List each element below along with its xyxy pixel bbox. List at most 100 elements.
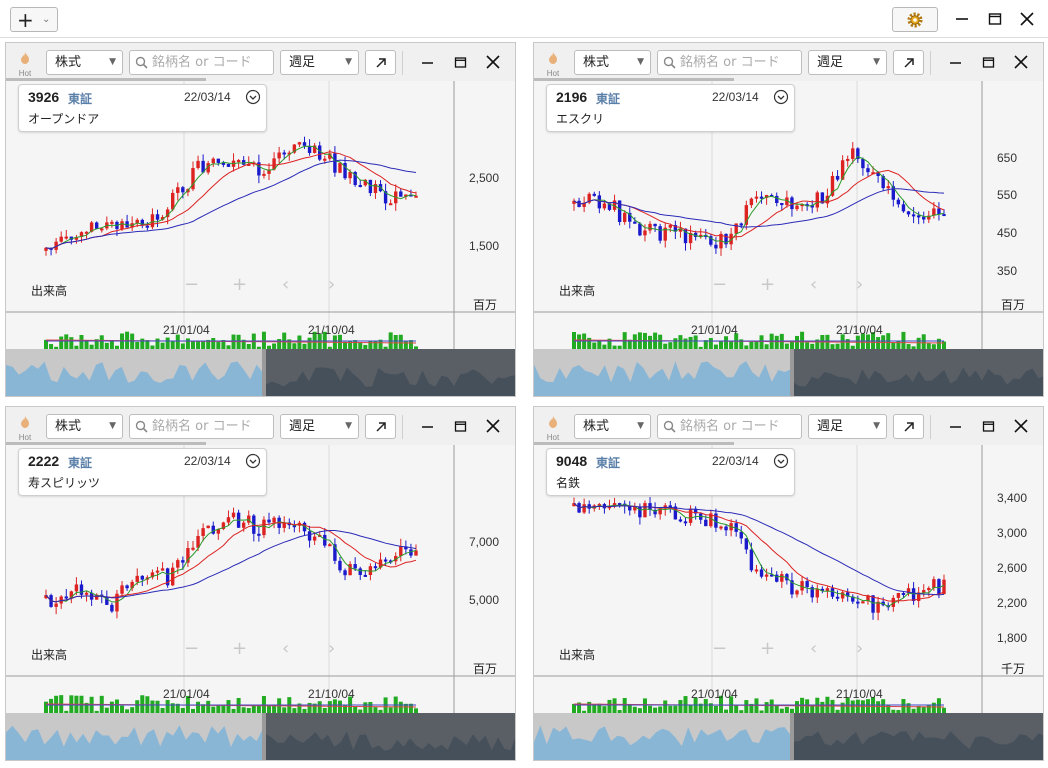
settings-button[interactable]: [892, 7, 938, 32]
chart-zoom-in-button[interactable]: +: [760, 638, 776, 659]
candle-body: [678, 228, 683, 232]
open-external-button[interactable]: [893, 50, 924, 75]
market-select[interactable]: 株式 ▼: [574, 414, 651, 439]
chart-scroll-right-button[interactable]: ›: [856, 638, 864, 659]
chart-scroll-left-button[interactable]: ‹: [282, 638, 290, 659]
chart-zoom-out-button[interactable]: −: [184, 274, 200, 295]
volume-bar: [820, 701, 825, 714]
expand-info-button[interactable]: [773, 89, 789, 109]
open-external-button[interactable]: [365, 414, 396, 439]
price-tick-label: 7,000: [469, 535, 500, 549]
toolbar-scrollbar[interactable]: [6, 78, 206, 81]
volume-bar: [871, 697, 876, 714]
candle-body: [699, 234, 703, 237]
volume-bar: [368, 340, 373, 350]
volume-bar: [135, 700, 140, 714]
expand-info-button[interactable]: [245, 453, 261, 473]
chart-navigator[interactable]: [534, 713, 1043, 761]
period-select[interactable]: 週足 ▼: [808, 50, 887, 75]
candle-body: [744, 538, 749, 550]
panel-toolbar: Hot 株式 ▼ 銘柄名 or コード 週足 ▼: [6, 43, 515, 81]
panel-close-button[interactable]: [1010, 51, 1032, 73]
volume-bar: [282, 707, 287, 714]
toolbar-scrollbar[interactable]: [534, 442, 734, 445]
chart-scroll-right-button[interactable]: ›: [328, 274, 336, 295]
chart-scroll-left-button[interactable]: ‹: [282, 274, 290, 295]
chart-navigator[interactable]: [6, 713, 515, 761]
volume-bar: [668, 705, 673, 714]
chart-zoom-out-button[interactable]: −: [712, 638, 728, 659]
minimize-window-button[interactable]: [950, 7, 974, 31]
panel-minimize-button[interactable]: [416, 415, 438, 437]
chart-panel: Hot 株式 ▼ 銘柄名 or コード 週足 ▼ − + ‹ › 3926 東証 22/03/14 オープ…: [5, 42, 516, 397]
expand-info-button[interactable]: [245, 89, 261, 109]
chart-zoom-in-button[interactable]: +: [232, 274, 248, 295]
panel-minimize-button[interactable]: [944, 51, 966, 73]
panel-minimize-button[interactable]: [416, 51, 438, 73]
chart-scroll-left-button[interactable]: ‹: [810, 638, 818, 659]
chart-scroll-right-button[interactable]: ›: [856, 274, 864, 295]
symbol-search-input[interactable]: 銘柄名 or コード: [129, 414, 274, 439]
market-select[interactable]: 株式 ▼: [46, 50, 123, 75]
panel-minimize-button[interactable]: [944, 415, 966, 437]
add-panel-button[interactable]: + ⌄: [10, 7, 58, 32]
hot-button[interactable]: Hot: [14, 49, 36, 78]
panel-maximize-button[interactable]: [449, 51, 471, 73]
panel-close-button[interactable]: [482, 415, 504, 437]
navigator-handle[interactable]: [262, 713, 266, 761]
chart-scroll-right-button[interactable]: ›: [328, 638, 336, 659]
toolbar-scrollbar[interactable]: [6, 442, 206, 445]
chart-zoom-in-button[interactable]: +: [760, 274, 776, 295]
chart-scroll-left-button[interactable]: ‹: [810, 274, 818, 295]
market-select[interactable]: 株式 ▼: [574, 50, 651, 75]
panel-maximize-button[interactable]: [977, 415, 999, 437]
market-select[interactable]: 株式 ▼: [46, 414, 123, 439]
candle-body: [399, 546, 403, 557]
open-external-button[interactable]: [893, 414, 924, 439]
candle-body: [602, 203, 607, 209]
period-select[interactable]: 週足 ▼: [808, 414, 887, 439]
candle-body: [678, 519, 683, 522]
period-select[interactable]: 週足 ▼: [280, 50, 359, 75]
volume-bar: [810, 704, 815, 714]
chart-zoom-in-button[interactable]: +: [232, 638, 248, 659]
volume-bar: [921, 334, 926, 350]
volume-bar: [642, 698, 647, 714]
volume-bar: [921, 706, 926, 714]
hot-button[interactable]: Hot: [542, 413, 564, 442]
maximize-window-button[interactable]: [983, 7, 1007, 31]
volume-bar: [936, 698, 941, 714]
volume-bar: [120, 705, 125, 714]
candle-body: [358, 568, 362, 575]
candle-body: [764, 574, 769, 577]
candle-body: [810, 205, 814, 208]
open-external-button[interactable]: [365, 50, 396, 75]
chart-navigator[interactable]: [6, 349, 515, 397]
navigator-handle[interactable]: [262, 349, 266, 397]
volume-bar: [627, 704, 632, 714]
candle-body: [44, 595, 48, 599]
volume-bar: [221, 704, 226, 714]
toolbar-scrollbar[interactable]: [534, 78, 734, 81]
chart-panel: Hot 株式 ▼ 銘柄名 or コード 週足 ▼ − + ‹ › 2222 東証 22/03/14 寿スピ…: [5, 406, 516, 761]
volume-bar: [327, 346, 332, 350]
panel-maximize-button[interactable]: [977, 51, 999, 73]
navigator-area: [793, 367, 1043, 396]
hot-button[interactable]: Hot: [542, 49, 564, 78]
chart-navigator[interactable]: [534, 349, 1043, 397]
panel-close-button[interactable]: [482, 51, 504, 73]
navigator-handle[interactable]: [790, 349, 794, 397]
symbol-search-input[interactable]: 銘柄名 or コード: [129, 50, 274, 75]
symbol-search-input[interactable]: 銘柄名 or コード: [657, 50, 802, 75]
navigator-handle[interactable]: [790, 713, 794, 761]
chart-zoom-out-button[interactable]: −: [184, 638, 200, 659]
symbol-search-input[interactable]: 銘柄名 or コード: [657, 414, 802, 439]
period-select[interactable]: 週足 ▼: [280, 414, 359, 439]
chart-zoom-out-button[interactable]: −: [712, 274, 728, 295]
candle-body: [160, 217, 165, 220]
expand-info-button[interactable]: [773, 453, 789, 473]
panel-maximize-button[interactable]: [449, 415, 471, 437]
close-window-button[interactable]: [1015, 7, 1039, 31]
hot-button[interactable]: Hot: [14, 413, 36, 442]
panel-close-button[interactable]: [1010, 415, 1032, 437]
